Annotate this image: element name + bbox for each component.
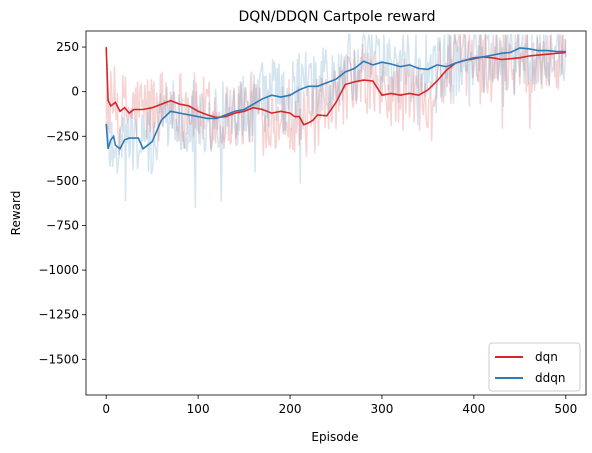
y-axis-label: Reward: [9, 191, 23, 236]
y-tick-label: −250: [46, 129, 79, 143]
y-tick-label: 0: [71, 85, 79, 99]
legend-label-dqn: dqn: [535, 350, 558, 364]
chart-title: DQN/DDQN Cartpole reward: [239, 9, 436, 25]
x-tick-label: 300: [371, 402, 394, 416]
series-line-ddqn: [105, 47, 566, 151]
y-tick-label: −750: [46, 218, 79, 232]
x-axis: 0 100 200 300 400 500: [102, 395, 577, 416]
y-tick-label: 250: [56, 40, 79, 54]
y-tick-label: −1000: [38, 263, 79, 277]
y-tick-label: −1250: [38, 308, 79, 322]
smoothed-series-lines: [105, 47, 566, 151]
plot-area-frame: [85, 30, 587, 396]
legend: dqn ddqn: [488, 342, 581, 392]
y-tick-label: −1500: [38, 352, 79, 366]
y-tick-label: −500: [46, 174, 79, 188]
raw-trace-ddqn: [105, 32, 567, 209]
x-axis-label: Episode: [311, 430, 358, 444]
raw-episode-traces: [105, 32, 567, 209]
x-tick-label: 400: [462, 402, 485, 416]
legend-label-ddqn: ddqn: [535, 371, 565, 385]
y-axis: 250 0 −250 −500 −750 −1000 −1250 −1500: [38, 40, 86, 366]
x-tick-label: 500: [554, 402, 577, 416]
x-tick-label: 200: [279, 402, 302, 416]
x-tick-label: 0: [102, 402, 110, 416]
raw-trace-dqn: [105, 33, 567, 157]
x-tick-label: 100: [187, 402, 210, 416]
